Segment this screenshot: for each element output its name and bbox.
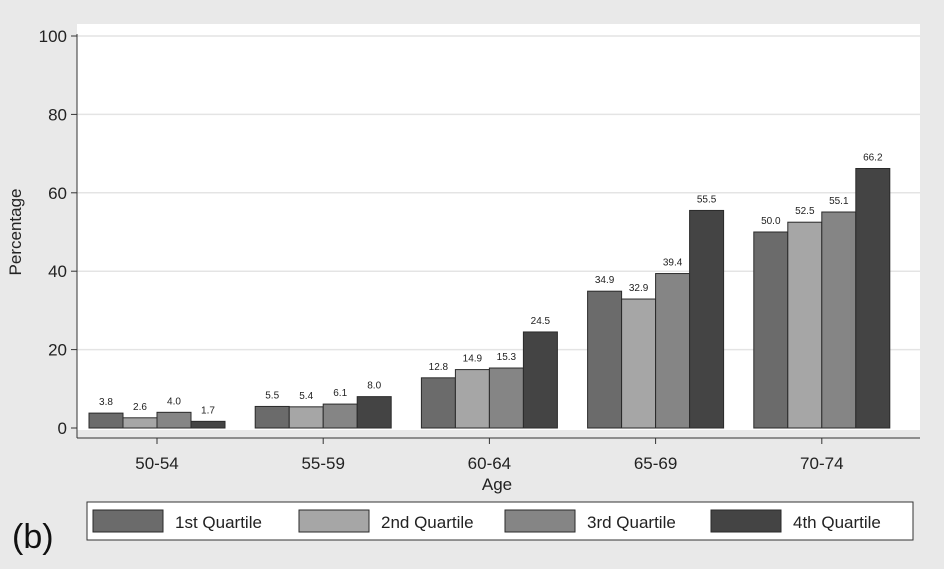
data-label: 3.8 (99, 397, 113, 408)
bar (454, 369, 490, 429)
data-label: 52.5 (795, 206, 815, 217)
data-label: 5.5 (265, 390, 279, 401)
data-label: 55.1 (829, 196, 849, 207)
y-tick-label: 0 (58, 419, 67, 438)
data-label: 8.0 (367, 381, 381, 392)
y-tick-label: 20 (48, 341, 67, 360)
data-label: 66.2 (863, 152, 883, 163)
data-label: 12.8 (429, 362, 449, 373)
bar (587, 290, 623, 429)
panel-label: (b) (12, 518, 54, 556)
bar (88, 412, 124, 429)
axes (76, 34, 920, 439)
y-tick-label: 40 (48, 262, 67, 281)
bar (488, 367, 524, 429)
legend-label: 3rd Quartile (587, 513, 676, 532)
y-tick-label: 60 (48, 184, 67, 203)
x-axis-ticks: 50-54 55-59 60-64 65-69 70-74 (135, 438, 844, 473)
legend: 1st Quartile 2nd Quartile 3rd Quartile 4th … (86, 501, 914, 541)
legend-swatch (504, 509, 576, 533)
data-label: 32.9 (629, 283, 649, 294)
x-tick-label: 50-54 (135, 454, 178, 473)
bar (621, 298, 657, 429)
data-label: 15.3 (497, 352, 517, 363)
data-label: 34.9 (595, 275, 615, 286)
bar (156, 411, 192, 429)
x-tick-label: 60-64 (468, 454, 511, 473)
legend-swatch (710, 509, 782, 533)
data-label: 14.9 (463, 354, 483, 365)
data-labels: 3.8 2.6 4.0 1.7 5.5 5.4 6.1 8.0 12.8 14.9 15.3 24.5… (99, 152, 883, 416)
x-tick-label: 65-69 (634, 454, 677, 473)
bar (420, 377, 456, 429)
bar (322, 403, 358, 429)
x-tick-label: 70-74 (800, 454, 843, 473)
data-label: 6.1 (333, 388, 347, 399)
y-axis-ticks: 0 20 40 60 80 100 (39, 27, 77, 438)
data-label: 55.5 (697, 194, 717, 205)
x-axis-title: Age (482, 475, 512, 494)
bar (787, 221, 823, 429)
bars (88, 167, 891, 429)
bar (190, 420, 226, 429)
y-axis-title: Percentage (6, 189, 25, 276)
legend-swatch (298, 509, 370, 533)
data-label: 5.4 (299, 391, 313, 402)
bar (753, 231, 789, 429)
y-tick-label: 80 (48, 105, 67, 124)
data-label: 2.6 (133, 402, 147, 413)
bar (254, 405, 290, 429)
data-label: 50.0 (761, 216, 781, 227)
data-label: 24.5 (531, 316, 551, 327)
bar (855, 167, 891, 429)
legend-label: 4th Quartile (793, 513, 881, 532)
bar (356, 396, 392, 429)
data-label: 39.4 (663, 258, 683, 269)
bar (821, 211, 857, 429)
bar (655, 273, 691, 429)
data-label: 4.0 (167, 396, 181, 407)
legend-swatch (92, 509, 164, 533)
bar (522, 331, 558, 429)
x-tick-label: 55-59 (301, 454, 344, 473)
bar (122, 417, 158, 429)
legend-label: 2nd Quartile (381, 513, 474, 532)
data-label: 1.7 (201, 405, 215, 416)
bar (689, 209, 725, 429)
legend-label: 1st Quartile (175, 513, 262, 532)
y-tick-label: 100 (39, 27, 67, 46)
bar (288, 406, 324, 429)
